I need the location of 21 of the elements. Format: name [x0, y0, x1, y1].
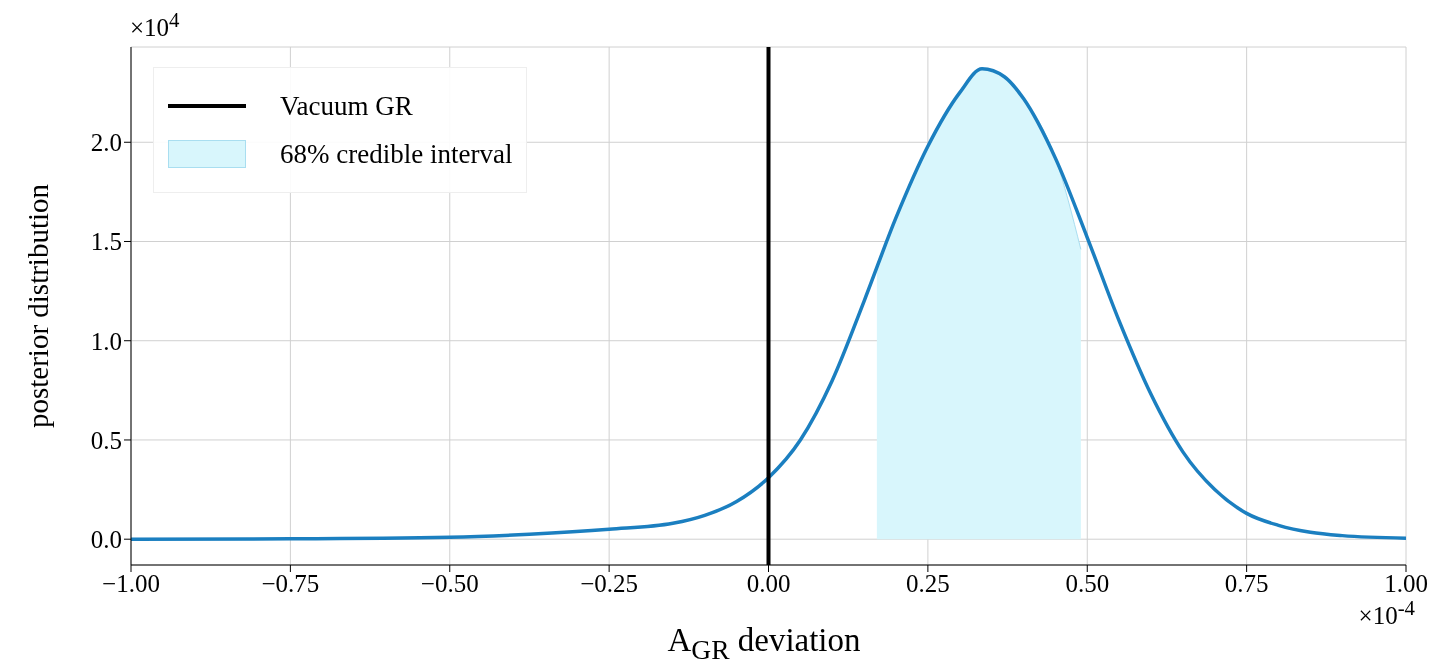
text: ×10$^{4}$ — [130, 8, 180, 43]
x-tick-label: −0.75 — [261, 569, 320, 597]
x-tick-label: 0.00 — [746, 569, 791, 597]
x-tick-label: 0.50 — [1065, 569, 1110, 597]
legend-label: 68% credible interval — [280, 138, 513, 171]
x-tick-label: −1.00 — [102, 569, 160, 597]
x-tick-label: 0.25 — [906, 569, 950, 597]
x-tick-label: 0.75 — [1224, 569, 1269, 597]
x-tick-label: 1.00 — [1384, 569, 1428, 597]
y-tick-label: 1.5 — [90, 228, 122, 256]
y-tick-label: 2.0 — [90, 129, 122, 157]
x-axis-title: A$_{GR}$ deviation — [667, 622, 861, 666]
ref-line-label: Vacuum GR — [280, 90, 413, 123]
x-tick-label: −0.25 — [580, 569, 639, 597]
y-tick-label: 0.5 — [90, 426, 122, 454]
text: ×10$^{-4}$ — [1358, 596, 1415, 631]
y-tick-label: 0.0 — [90, 526, 122, 554]
line-series — [131, 67, 1406, 541]
x-tick-label: −0.50 — [420, 569, 479, 597]
y-tick-label: 1.0 — [90, 327, 122, 355]
y-axis-title: posterior distribution — [21, 183, 55, 429]
